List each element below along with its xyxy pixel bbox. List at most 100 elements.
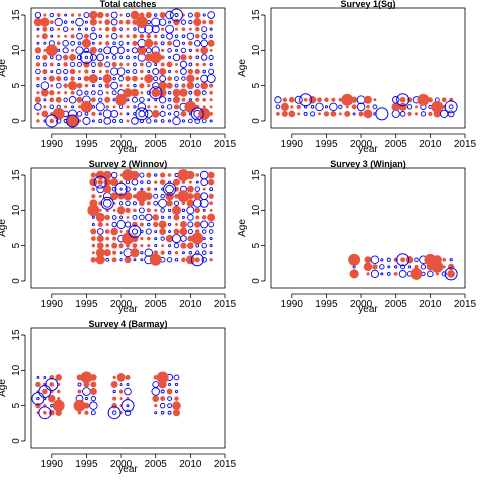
residual-positive	[64, 91, 68, 95]
residual-positive	[207, 39, 215, 47]
panel-4: Survey 3 (Winjan) 1990 1995 2000 2005 2010 201…	[237, 159, 477, 315]
residual-negative	[175, 48, 178, 52]
residual-negative	[36, 83, 40, 88]
residual-negative	[194, 186, 201, 192]
residual-negative	[208, 221, 214, 228]
residual-negative	[352, 265, 356, 269]
residual-negative	[116, 67, 126, 76]
residual-negative	[76, 89, 83, 96]
residual-positive	[126, 34, 130, 38]
residual-negative	[66, 114, 80, 128]
x-tick-label: 1990	[41, 299, 64, 310]
residual-positive	[40, 88, 49, 97]
residual-negative	[165, 10, 174, 20]
residual-positive	[180, 54, 187, 61]
residual-negative	[153, 13, 158, 17]
residual-negative	[139, 214, 145, 221]
residual-negative	[119, 215, 123, 220]
residual-positive	[364, 256, 372, 264]
bubbles	[348, 253, 458, 281]
residual-negative	[64, 13, 68, 17]
residual-negative	[201, 257, 207, 263]
residual-positive	[173, 214, 180, 221]
residual-negative	[140, 180, 144, 184]
residual-negative	[167, 403, 172, 409]
residual-negative	[275, 104, 281, 110]
residual-negative	[181, 251, 185, 255]
residual-positive	[160, 172, 166, 178]
residual-positive	[89, 178, 98, 187]
residual-negative	[209, 237, 213, 241]
residual-positive	[180, 221, 187, 228]
residual-positive	[48, 394, 56, 403]
residual-positive	[166, 200, 173, 207]
residual-negative	[118, 75, 124, 82]
residual-negative	[154, 63, 158, 66]
residual-negative	[154, 244, 158, 248]
plot-frame	[30, 7, 226, 129]
panel-title: Survey 1(Sg)	[340, 0, 395, 9]
residual-positive	[180, 111, 187, 117]
residual-negative	[98, 97, 103, 102]
residual-negative	[188, 19, 193, 25]
residual-positive	[447, 270, 455, 278]
residual-negative	[167, 250, 172, 255]
residual-positive	[174, 251, 179, 255]
residual-positive	[70, 34, 75, 39]
residual-negative	[181, 76, 186, 81]
residual-negative	[179, 60, 188, 69]
residual-positive	[89, 18, 97, 26]
residual-positive	[98, 20, 103, 24]
residual-negative	[119, 383, 123, 386]
x-axis-label: year	[118, 144, 138, 155]
residual-negative	[160, 389, 165, 394]
y-tick-label: 15	[11, 329, 22, 341]
residual-positive	[112, 236, 117, 241]
residual-negative	[165, 24, 175, 34]
residual-negative	[154, 119, 158, 123]
residual-positive	[90, 381, 97, 388]
residual-positive	[126, 27, 130, 31]
residual-negative	[396, 93, 410, 107]
residual-negative	[96, 228, 104, 235]
residual-negative	[180, 68, 187, 75]
residual-positive	[442, 265, 446, 269]
x-axis-label: year	[358, 144, 378, 155]
residual-negative	[380, 258, 384, 262]
residual-negative	[200, 192, 209, 201]
residual-negative	[119, 251, 123, 255]
residual-negative	[62, 47, 69, 54]
residual-negative	[139, 118, 144, 124]
residual-positive	[351, 104, 357, 110]
residual-positive	[140, 62, 144, 67]
residual-negative	[133, 258, 137, 262]
residual-positive	[144, 38, 154, 48]
residual-negative	[396, 253, 410, 267]
residual-negative	[91, 119, 95, 123]
residual-negative	[208, 68, 215, 75]
residual-negative	[140, 187, 144, 191]
residual-negative	[93, 175, 107, 189]
residual-positive	[297, 112, 301, 116]
panel-title: Survey 4 (Barmay)	[88, 319, 167, 329]
x-tick-label: 2000	[350, 139, 373, 150]
residual-positive	[76, 82, 83, 89]
residual-negative	[84, 27, 89, 31]
residual-negative	[151, 387, 160, 396]
residual-positive	[52, 107, 65, 120]
residual-positive	[105, 243, 110, 248]
residual-negative	[153, 193, 159, 199]
residual-negative	[114, 182, 128, 196]
residual-positive	[160, 27, 165, 31]
residual-negative	[54, 17, 63, 27]
residual-positive	[34, 96, 42, 103]
residual-positive	[49, 382, 55, 387]
residual-positive	[140, 69, 144, 74]
residual-negative	[83, 12, 90, 19]
residual-positive	[407, 111, 412, 117]
residual-negative	[160, 41, 165, 46]
residual-positive	[159, 11, 166, 19]
residual-positive	[209, 208, 213, 212]
residual-negative	[89, 401, 98, 410]
residual-positive	[104, 82, 110, 89]
